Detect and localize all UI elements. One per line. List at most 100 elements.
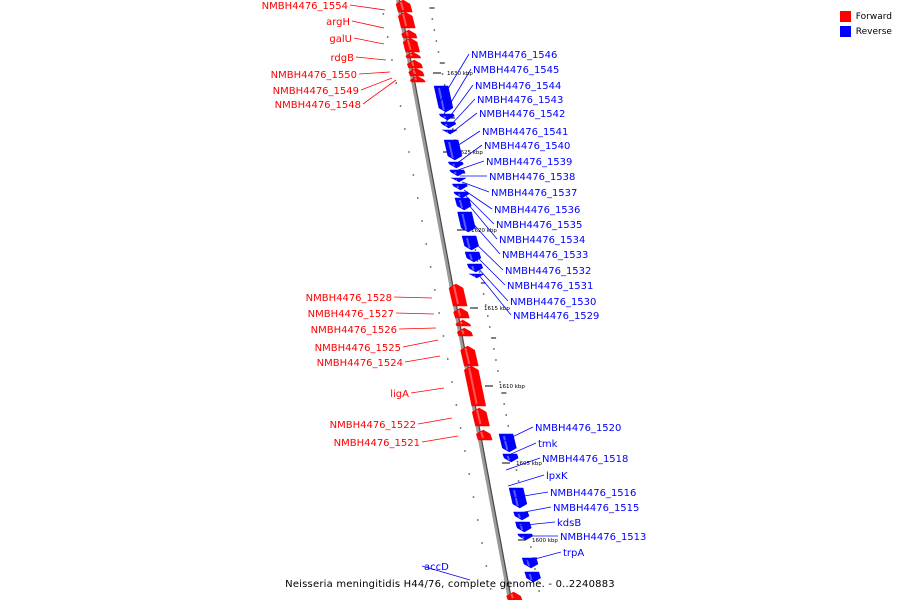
reverse-gene <box>517 533 534 541</box>
reverse-gene-label: NMBH4476_1537 <box>491 188 577 199</box>
reverse-gene-label: NMBH4476_1532 <box>505 266 591 277</box>
reverse-gene-label: NMBH4476_1520 <box>535 423 621 434</box>
gene-shine <box>464 347 471 365</box>
forward-gene-label: NMBH4476_1548 <box>275 100 361 111</box>
reverse-gene-label: tmk <box>538 439 558 450</box>
legend-item-reverse: Reverse <box>839 24 892 39</box>
genome-caption: Neisseria meningitidis H44/76, complete … <box>285 579 615 590</box>
reverse-gene <box>469 273 485 279</box>
leader-line <box>353 37 385 45</box>
gene-shine <box>468 253 473 261</box>
gene-shine <box>407 39 412 51</box>
leader-line <box>393 296 433 299</box>
leader-line <box>439 53 470 103</box>
legend-label-reverse: Reverse <box>855 26 892 37</box>
leader-line <box>362 79 397 105</box>
leader-line <box>447 98 476 129</box>
gene-shine <box>412 69 417 75</box>
leader-line <box>402 339 439 348</box>
gene-shine <box>452 163 456 167</box>
scale-label: 1605 kbp <box>516 461 542 467</box>
leader-line <box>467 203 498 240</box>
leader-line <box>515 521 556 527</box>
leader-line <box>445 84 474 123</box>
scale-label: 1620 kbp <box>471 228 497 234</box>
reverse-gene-label: NMBH4476_1530 <box>510 297 596 308</box>
forward-gene <box>397 11 416 29</box>
gene-shine <box>444 123 448 127</box>
forward-gene <box>506 591 523 600</box>
gene-shine <box>510 593 514 599</box>
reverse-gene-label: NMBH4476_1533 <box>502 250 588 261</box>
forward-gene-label: NMBH4476_1527 <box>308 309 394 320</box>
gene-shine <box>402 13 408 27</box>
leader-line <box>469 219 501 255</box>
forward-gene-label: ligA <box>390 389 409 400</box>
reverse-gene-label: NMBH4476_1544 <box>475 81 561 92</box>
leader-line <box>421 565 471 581</box>
gene-shine <box>517 513 521 519</box>
reverse-gene-label: NMBH4476_1516 <box>550 488 636 499</box>
forward-gene <box>453 307 470 319</box>
reverse-gene <box>447 161 464 169</box>
forward-gene <box>455 319 472 327</box>
forward-gene <box>409 75 426 83</box>
forward-gene <box>402 37 421 53</box>
forward-gene-label: NMBH4476_1554 <box>262 1 348 12</box>
gene-shine <box>399 1 405 11</box>
reverse-gene <box>451 183 468 191</box>
leader-line <box>461 181 490 193</box>
scale-label: 1630 kbp <box>447 71 473 77</box>
reverse-gene-label: NMBH4476_1542 <box>479 109 565 120</box>
gene-shine <box>458 199 464 209</box>
gene-shine <box>457 193 461 197</box>
forward-gene-label: NMBH4476_1522 <box>330 420 416 431</box>
reverse-gene-label: NMBH4476_1543 <box>477 95 563 106</box>
gene-shine <box>476 409 482 425</box>
reverse-gene <box>513 511 530 521</box>
gene-shine <box>506 455 511 461</box>
gene-shine <box>405 31 409 37</box>
gene-shine <box>480 431 484 439</box>
forward-gene <box>471 407 490 427</box>
gene-shine <box>465 237 471 249</box>
leader-line <box>513 506 552 515</box>
leader-line <box>471 239 504 271</box>
forward-gene <box>405 51 422 59</box>
reverse-gene <box>461 235 479 251</box>
forward-gene-label: rdgB <box>331 53 355 64</box>
leader-line <box>443 68 472 115</box>
reverse-gene-label: NMBH4476_1541 <box>482 127 568 138</box>
leader-line <box>457 160 485 171</box>
leader-line <box>358 71 391 75</box>
reverse-gene <box>457 211 476 233</box>
forward-gene-label: NMBH4476_1550 <box>271 70 357 81</box>
gene-shine <box>513 489 519 507</box>
leader-line <box>455 144 483 165</box>
forward-gene <box>448 283 468 307</box>
leader-line <box>503 442 537 458</box>
reverse-gene-label: NMBH4476_1515 <box>553 503 639 514</box>
reverse-gene-label: NMBH4476_1513 <box>560 532 646 543</box>
reverse-gene-label: NMBH4476_1536 <box>494 205 580 216</box>
gene-shine <box>468 367 478 405</box>
leader-line <box>351 20 385 29</box>
gene-shine <box>453 171 457 175</box>
gene-shine <box>409 53 413 57</box>
reverse-gene-label: trpA <box>563 548 584 559</box>
gene-shine <box>457 309 462 317</box>
leader-line <box>505 457 541 471</box>
leader-line <box>511 491 549 499</box>
reverse-gene <box>453 191 470 199</box>
leader-line <box>449 112 478 135</box>
reverse-gene <box>438 113 455 121</box>
leader-line <box>507 474 545 487</box>
reverse-gene <box>508 487 528 509</box>
forward-gene <box>456 327 474 337</box>
gene-shine <box>411 61 415 67</box>
leader-line <box>360 77 393 91</box>
forward-gene <box>401 29 418 39</box>
forward-gene-label: NMBH4476_1549 <box>273 86 359 97</box>
leader-line <box>410 387 445 394</box>
